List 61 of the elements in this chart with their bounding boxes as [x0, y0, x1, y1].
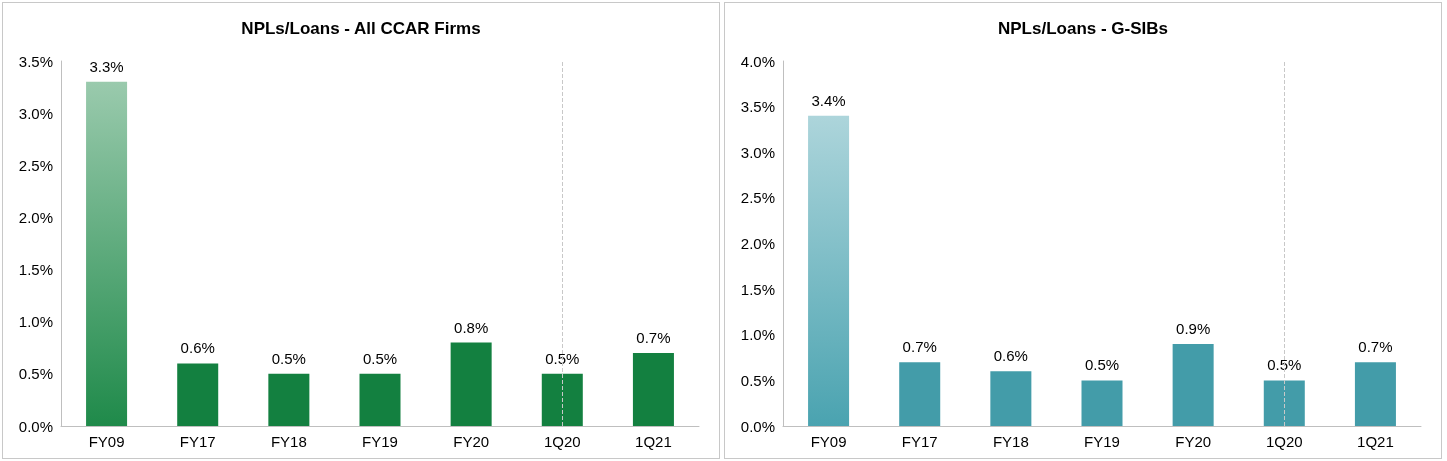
y-tick-label: 1.0%: [18, 313, 53, 331]
bar: [899, 362, 941, 426]
y-tick-label: 0.0%: [18, 417, 53, 435]
y-tick-label: 3.5%: [740, 98, 775, 116]
x-tick-label: FY19: [1084, 433, 1120, 450]
bar: [177, 363, 219, 426]
y-tick-label: 0.5%: [18, 365, 53, 383]
data-label: 3.3%: [89, 57, 124, 75]
y-tick-label: 2.5%: [18, 156, 53, 174]
x-tick-label: 1Q20: [1265, 433, 1303, 450]
y-tick-label: 0.5%: [740, 371, 775, 389]
bar: [808, 115, 850, 426]
y-tick-label: 2.0%: [740, 235, 775, 252]
x-tick-label: 1Q20: [543, 433, 581, 450]
x-tick-label: FY17: [179, 433, 216, 450]
data-label: 0.5%: [271, 349, 306, 367]
chart-title: NPLs/Loans - G-SIBs: [997, 19, 1169, 38]
data-label: 0.9%: [1176, 319, 1211, 337]
x-tick-label: FY09: [88, 433, 125, 450]
data-label: 0.6%: [180, 339, 215, 357]
bar: [632, 353, 674, 426]
y-tick-label: 2.0%: [18, 208, 53, 226]
bar: [86, 81, 128, 426]
bar: [1263, 380, 1305, 426]
bar: [1172, 343, 1214, 426]
data-label: 3.4%: [811, 91, 846, 109]
x-tick-label: 1Q21: [635, 433, 672, 450]
x-tick-label: FY18: [992, 433, 1029, 450]
x-tick-label: FY19: [362, 433, 398, 450]
data-label: 0.6%: [993, 347, 1028, 365]
data-label: 0.8%: [454, 318, 489, 336]
bar: [541, 373, 583, 426]
y-tick-label: 1.5%: [18, 261, 53, 279]
y-tick-label: 4.0%: [740, 52, 775, 70]
x-tick-label: FY20: [453, 433, 490, 450]
x-tick-label: FY09: [810, 433, 847, 450]
y-tick-label: 0.0%: [740, 417, 775, 435]
x-tick-label: 1Q21: [1357, 433, 1394, 450]
x-tick-label: FY17: [901, 433, 938, 450]
x-tick-label: FY18: [270, 433, 307, 450]
data-label: 0.5%: [1084, 356, 1120, 374]
bar: [268, 373, 310, 426]
data-label: 0.5%: [1267, 356, 1302, 374]
y-tick-label: 3.0%: [18, 104, 53, 122]
bar: [1081, 380, 1123, 426]
y-tick-label: 3.0%: [740, 143, 775, 161]
y-tick-label: 3.5%: [18, 52, 53, 70]
data-label: 0.5%: [545, 349, 580, 367]
x-tick-label: FY20: [1175, 433, 1212, 450]
data-label: 0.7%: [902, 338, 937, 356]
data-label: 0.7%: [636, 329, 671, 346]
bar: [450, 342, 492, 426]
y-tick-label: 2.5%: [740, 189, 775, 207]
bar: [990, 371, 1032, 426]
y-tick-label: 1.0%: [740, 326, 775, 344]
bar: [359, 373, 401, 426]
y-tick-label: 1.5%: [740, 280, 775, 298]
bar: [1354, 362, 1396, 426]
data-label: 0.7%: [1358, 338, 1393, 356]
chart-title: NPLs/Loans - All CCAR Firms: [241, 19, 481, 38]
data-label: 0.5%: [362, 349, 398, 367]
